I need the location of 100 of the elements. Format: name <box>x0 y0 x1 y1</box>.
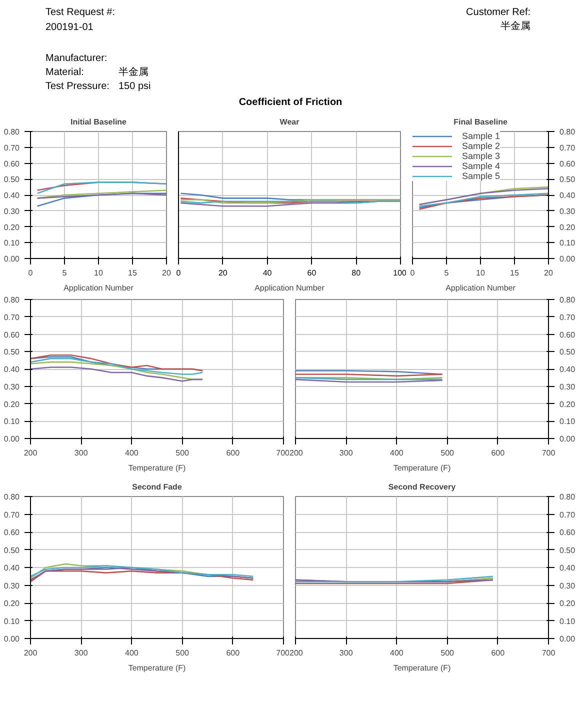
x-axis-title: Application Number <box>254 284 325 292</box>
x-tick-label: 700 <box>542 648 556 658</box>
text: 200191-01 <box>46 22 94 33</box>
x-tick-label: 200 <box>290 648 304 658</box>
y-tick-label: 0.40 <box>4 365 20 374</box>
x-tick-label: 80 <box>352 268 362 278</box>
x-tick-label: 5 <box>62 268 68 278</box>
x-tick-label: 400 <box>125 648 139 658</box>
text: 半金属 <box>118 66 148 78</box>
x-axis-title: Temperature (F) <box>393 464 452 472</box>
x-tick-label: 10 <box>476 268 486 278</box>
y-tick-label: 0.30 <box>560 581 576 590</box>
y-tick-label: 0.20 <box>4 599 20 608</box>
x-tick-label: 60 <box>307 268 317 278</box>
x-tick-label: 500 <box>440 648 455 658</box>
text: Test Pressure: <box>46 81 110 92</box>
x-tick-label: 200 <box>24 448 38 458</box>
legend-label: Sample 2 <box>462 141 500 151</box>
chart-title: Final Baseline <box>454 118 508 126</box>
x-tick-label: 700 <box>542 448 556 458</box>
y-tick-label: 0.60 <box>4 330 20 340</box>
x-axis-title: Temperature (F) <box>393 664 452 672</box>
y-tick-label: 0.80 <box>4 492 20 502</box>
y-tick-label: 0.70 <box>560 143 576 152</box>
y-tick-label: 0.30 <box>4 581 20 590</box>
y-tick-label: 0.40 <box>560 191 576 200</box>
y-tick-label: 0.40 <box>560 365 576 374</box>
y-tick-label: 0.30 <box>560 206 576 216</box>
y-tick-label: 0.20 <box>4 222 20 232</box>
y-tick-label: 0.60 <box>560 330 576 340</box>
y-tick-label: 0.10 <box>4 417 20 426</box>
x-tick-label: 5 <box>444 268 450 278</box>
x-tick-label: 20 <box>544 268 554 278</box>
y-tick-label: 0.70 <box>560 510 576 520</box>
x-tick-label: 600 <box>226 448 240 458</box>
x-tick-label: 500 <box>176 648 190 658</box>
text: Coefficient of Friction <box>238 97 342 108</box>
x-tick-label: 500 <box>176 448 190 458</box>
chart-title: Second Fade <box>132 482 182 492</box>
y-tick-label: 0.10 <box>4 616 20 626</box>
y-tick-label: 0.80 <box>4 128 20 136</box>
text: Test Request #: <box>46 7 115 18</box>
y-tick-label: 0.50 <box>4 348 20 357</box>
x-tick-label: 600 <box>226 648 240 658</box>
x-tick-label: 700 <box>276 448 290 458</box>
y-tick-label: 0.10 <box>560 616 576 626</box>
legend-label: Sample 3 <box>462 151 500 161</box>
text: Customer Ref: <box>466 7 531 18</box>
x-tick-label: 600 <box>491 448 506 458</box>
legend-label: Sample 5 <box>462 171 500 181</box>
y-tick-label: 0.70 <box>4 143 20 152</box>
x-tick-label: 300 <box>339 648 354 658</box>
x-tick-label: 40 <box>262 268 272 278</box>
text: Material: <box>46 67 84 78</box>
x-tick-label: 0 <box>410 268 416 278</box>
x-tick-label: 20 <box>162 268 172 278</box>
x-tick-label: 600 <box>491 648 506 658</box>
y-tick-label: 0.20 <box>560 222 576 232</box>
y-tick-label: 0.80 <box>4 296 20 304</box>
y-tick-label: 0.00 <box>4 254 20 264</box>
x-tick-label: 10 <box>94 268 104 278</box>
legend-label: Sample 1 <box>462 131 500 141</box>
text: 150 psi <box>118 81 151 92</box>
y-tick-label: 0.70 <box>4 312 20 322</box>
x-axis-title: Application Number <box>446 284 516 292</box>
y-tick-label: 0.30 <box>4 382 20 392</box>
chart-title: Wear <box>280 118 300 126</box>
x-axis-title: Temperature (F) <box>128 464 186 472</box>
text: Manufacturer: <box>46 53 108 64</box>
y-tick-label: 0.60 <box>4 528 20 537</box>
y-tick-label: 0.20 <box>4 400 20 409</box>
x-axis-title: Temperature (F) <box>128 664 186 672</box>
x-tick-label: 300 <box>74 648 88 658</box>
y-tick-label: 0.00 <box>560 254 576 264</box>
y-tick-label: 0.00 <box>4 434 20 444</box>
y-tick-label: 0.40 <box>560 564 576 572</box>
x-tick-label: 700 <box>276 648 290 658</box>
y-tick-label: 0.50 <box>560 348 576 357</box>
y-tick-label: 0.40 <box>4 191 20 200</box>
x-tick-label: 200 <box>24 648 38 658</box>
y-tick-label: 0.60 <box>4 159 20 168</box>
y-tick-label: 0.50 <box>560 546 576 555</box>
x-axis-title: Application Number <box>64 284 134 292</box>
x-tick-label: 500 <box>440 448 455 458</box>
x-tick-label: 400 <box>125 448 139 458</box>
y-tick-label: 0.50 <box>4 546 20 555</box>
y-tick-label: 0.30 <box>560 382 576 392</box>
y-tick-label: 0.70 <box>560 312 576 322</box>
y-tick-label: 0.80 <box>560 492 576 502</box>
y-tick-label: 0.80 <box>560 128 576 136</box>
x-tick-label: 300 <box>339 448 354 458</box>
x-tick-label: 400 <box>390 448 404 458</box>
y-tick-label: 0.10 <box>4 238 20 248</box>
y-tick-label: 0.10 <box>560 238 576 248</box>
y-tick-label: 0.20 <box>560 400 576 409</box>
x-tick-label: 15 <box>510 268 520 278</box>
y-tick-label: 0.80 <box>560 296 576 304</box>
x-tick-label: 0 <box>28 268 34 278</box>
x-tick-label: 20 <box>218 268 228 278</box>
x-tick-label: 300 <box>74 448 88 458</box>
